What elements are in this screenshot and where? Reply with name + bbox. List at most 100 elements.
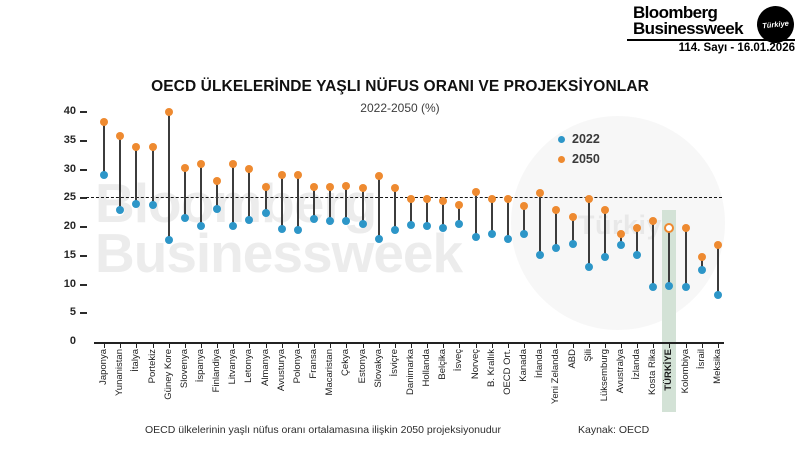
x-axis-label: İzlanda xyxy=(631,349,643,380)
data-point-2050 xyxy=(310,182,319,191)
data-point-2050 xyxy=(439,196,448,205)
x-axis-label: Şili xyxy=(582,349,594,362)
lollipop-stick xyxy=(716,245,719,295)
y-axis-tick-label: 0 xyxy=(69,335,76,347)
lollipop-stick xyxy=(361,187,364,224)
masthead-rule xyxy=(627,39,795,41)
data-point-2022 xyxy=(455,220,464,229)
y-axis-tick xyxy=(80,197,87,200)
lollipop-stick xyxy=(296,175,299,231)
x-axis-tick xyxy=(265,344,267,348)
data-point-2022 xyxy=(358,219,367,228)
x-axis-tick xyxy=(475,344,477,348)
x-axis-tick xyxy=(685,344,687,348)
data-point-2050 xyxy=(326,182,335,191)
data-point-2022 xyxy=(471,232,480,241)
x-axis-label: Yunanistan xyxy=(114,349,126,397)
x-axis-tick xyxy=(621,344,622,348)
y-axis-tick-label: 15 xyxy=(63,248,76,261)
chart-title: OECD ÜLKELERİNDE YAŞLI NÜFUS ORANI VE PR… xyxy=(151,78,649,95)
x-axis-tick xyxy=(653,344,655,348)
data-point-2022 xyxy=(423,222,432,231)
x-axis-label: Danimarka xyxy=(405,349,416,395)
data-point-2022 xyxy=(197,222,205,231)
data-point-2050 xyxy=(342,182,351,191)
data-point-2022 xyxy=(633,251,642,260)
y-axis-tick xyxy=(80,168,87,171)
lollipop-stick xyxy=(216,181,219,210)
chart-legend: 2022 2050 xyxy=(558,129,600,169)
lollipop-stick xyxy=(393,187,396,231)
brand-line2: Businessweek xyxy=(633,18,744,38)
x-axis-tick xyxy=(184,344,186,348)
x-axis-tick xyxy=(717,344,719,348)
x-axis-tick xyxy=(556,344,558,348)
x-axis-tick xyxy=(540,344,542,348)
brand-watermark-line2: Businessweek xyxy=(95,222,463,284)
x-axis-tick xyxy=(443,344,445,348)
reference-line-oecd-2050 xyxy=(86,197,722,199)
x-axis-label: Estonya xyxy=(356,349,368,384)
lollipop-stick xyxy=(620,233,622,245)
x-axis-label: Lüksemburg xyxy=(598,349,610,402)
x-axis-tick xyxy=(394,344,396,348)
data-point-2022 xyxy=(487,230,496,239)
y-axis-tick-label: 20 xyxy=(63,220,76,232)
x-axis-tick xyxy=(604,344,606,348)
lollipop-stick xyxy=(636,228,639,256)
data-point-2050 xyxy=(132,142,141,151)
data-point-2050 xyxy=(681,224,690,233)
x-axis-tick xyxy=(346,344,348,348)
x-axis-label: İsviçre xyxy=(388,349,400,377)
data-point-2050 xyxy=(520,201,529,210)
lollipop-stick xyxy=(458,205,461,225)
x-axis-tick xyxy=(637,344,639,348)
lollipop-stick xyxy=(151,146,154,205)
chart-source: Kaynak: OECD xyxy=(578,424,650,436)
lollipop-stick xyxy=(264,186,267,214)
legend-dot-2022 xyxy=(558,135,565,143)
lollipop-stick xyxy=(377,175,380,239)
y-axis-tick xyxy=(80,283,87,286)
lollipop-stick xyxy=(345,186,348,222)
x-axis-label: Norveç xyxy=(469,349,481,380)
lollipop-stick xyxy=(523,205,526,234)
data-point-2050 xyxy=(197,159,205,168)
x-axis-tick xyxy=(330,344,332,348)
legend-item-2050: 2050 xyxy=(558,149,600,169)
data-point-2022 xyxy=(503,234,512,243)
circle-watermark xyxy=(511,116,725,330)
x-axis-label: Kosta Rika xyxy=(647,349,659,395)
x-axis-label: Güney Kore xyxy=(162,349,174,400)
x-axis-tick xyxy=(378,344,380,348)
data-point-2050 xyxy=(293,171,302,180)
data-point-2022 xyxy=(374,234,383,243)
data-point-2050 xyxy=(471,187,480,196)
data-point-2022 xyxy=(277,225,286,234)
lollipop-stick xyxy=(587,198,590,268)
data-point-2050 xyxy=(213,177,222,185)
x-axis-line xyxy=(94,342,724,344)
y-axis-tick xyxy=(80,111,87,113)
data-point-2022 xyxy=(229,221,238,230)
data-point-2050 xyxy=(584,194,593,203)
data-point-2022 xyxy=(310,214,319,223)
data-point-2050 xyxy=(697,252,706,261)
legend-label-2022: 2022 xyxy=(572,132,600,146)
chart-subtitle: 2022-2050 (%) xyxy=(360,101,440,115)
x-axis-tick xyxy=(104,344,106,348)
x-axis-label: Avustralya xyxy=(615,349,626,394)
brand-line1: Bloomberg xyxy=(633,3,718,22)
x-axis-tick xyxy=(297,344,299,348)
lollipop-stick xyxy=(539,193,542,256)
data-point-2022 xyxy=(293,226,302,235)
y-axis-tick xyxy=(80,226,87,228)
lollipop-stick xyxy=(119,135,122,211)
data-point-2050 xyxy=(423,195,432,204)
x-axis-label: Almanya xyxy=(259,349,271,386)
data-point-2022 xyxy=(390,226,399,235)
data-point-2050 xyxy=(277,171,286,180)
data-point-2022 xyxy=(600,252,609,261)
lollipop-stick xyxy=(167,112,170,241)
data-point-2050 xyxy=(633,224,642,233)
